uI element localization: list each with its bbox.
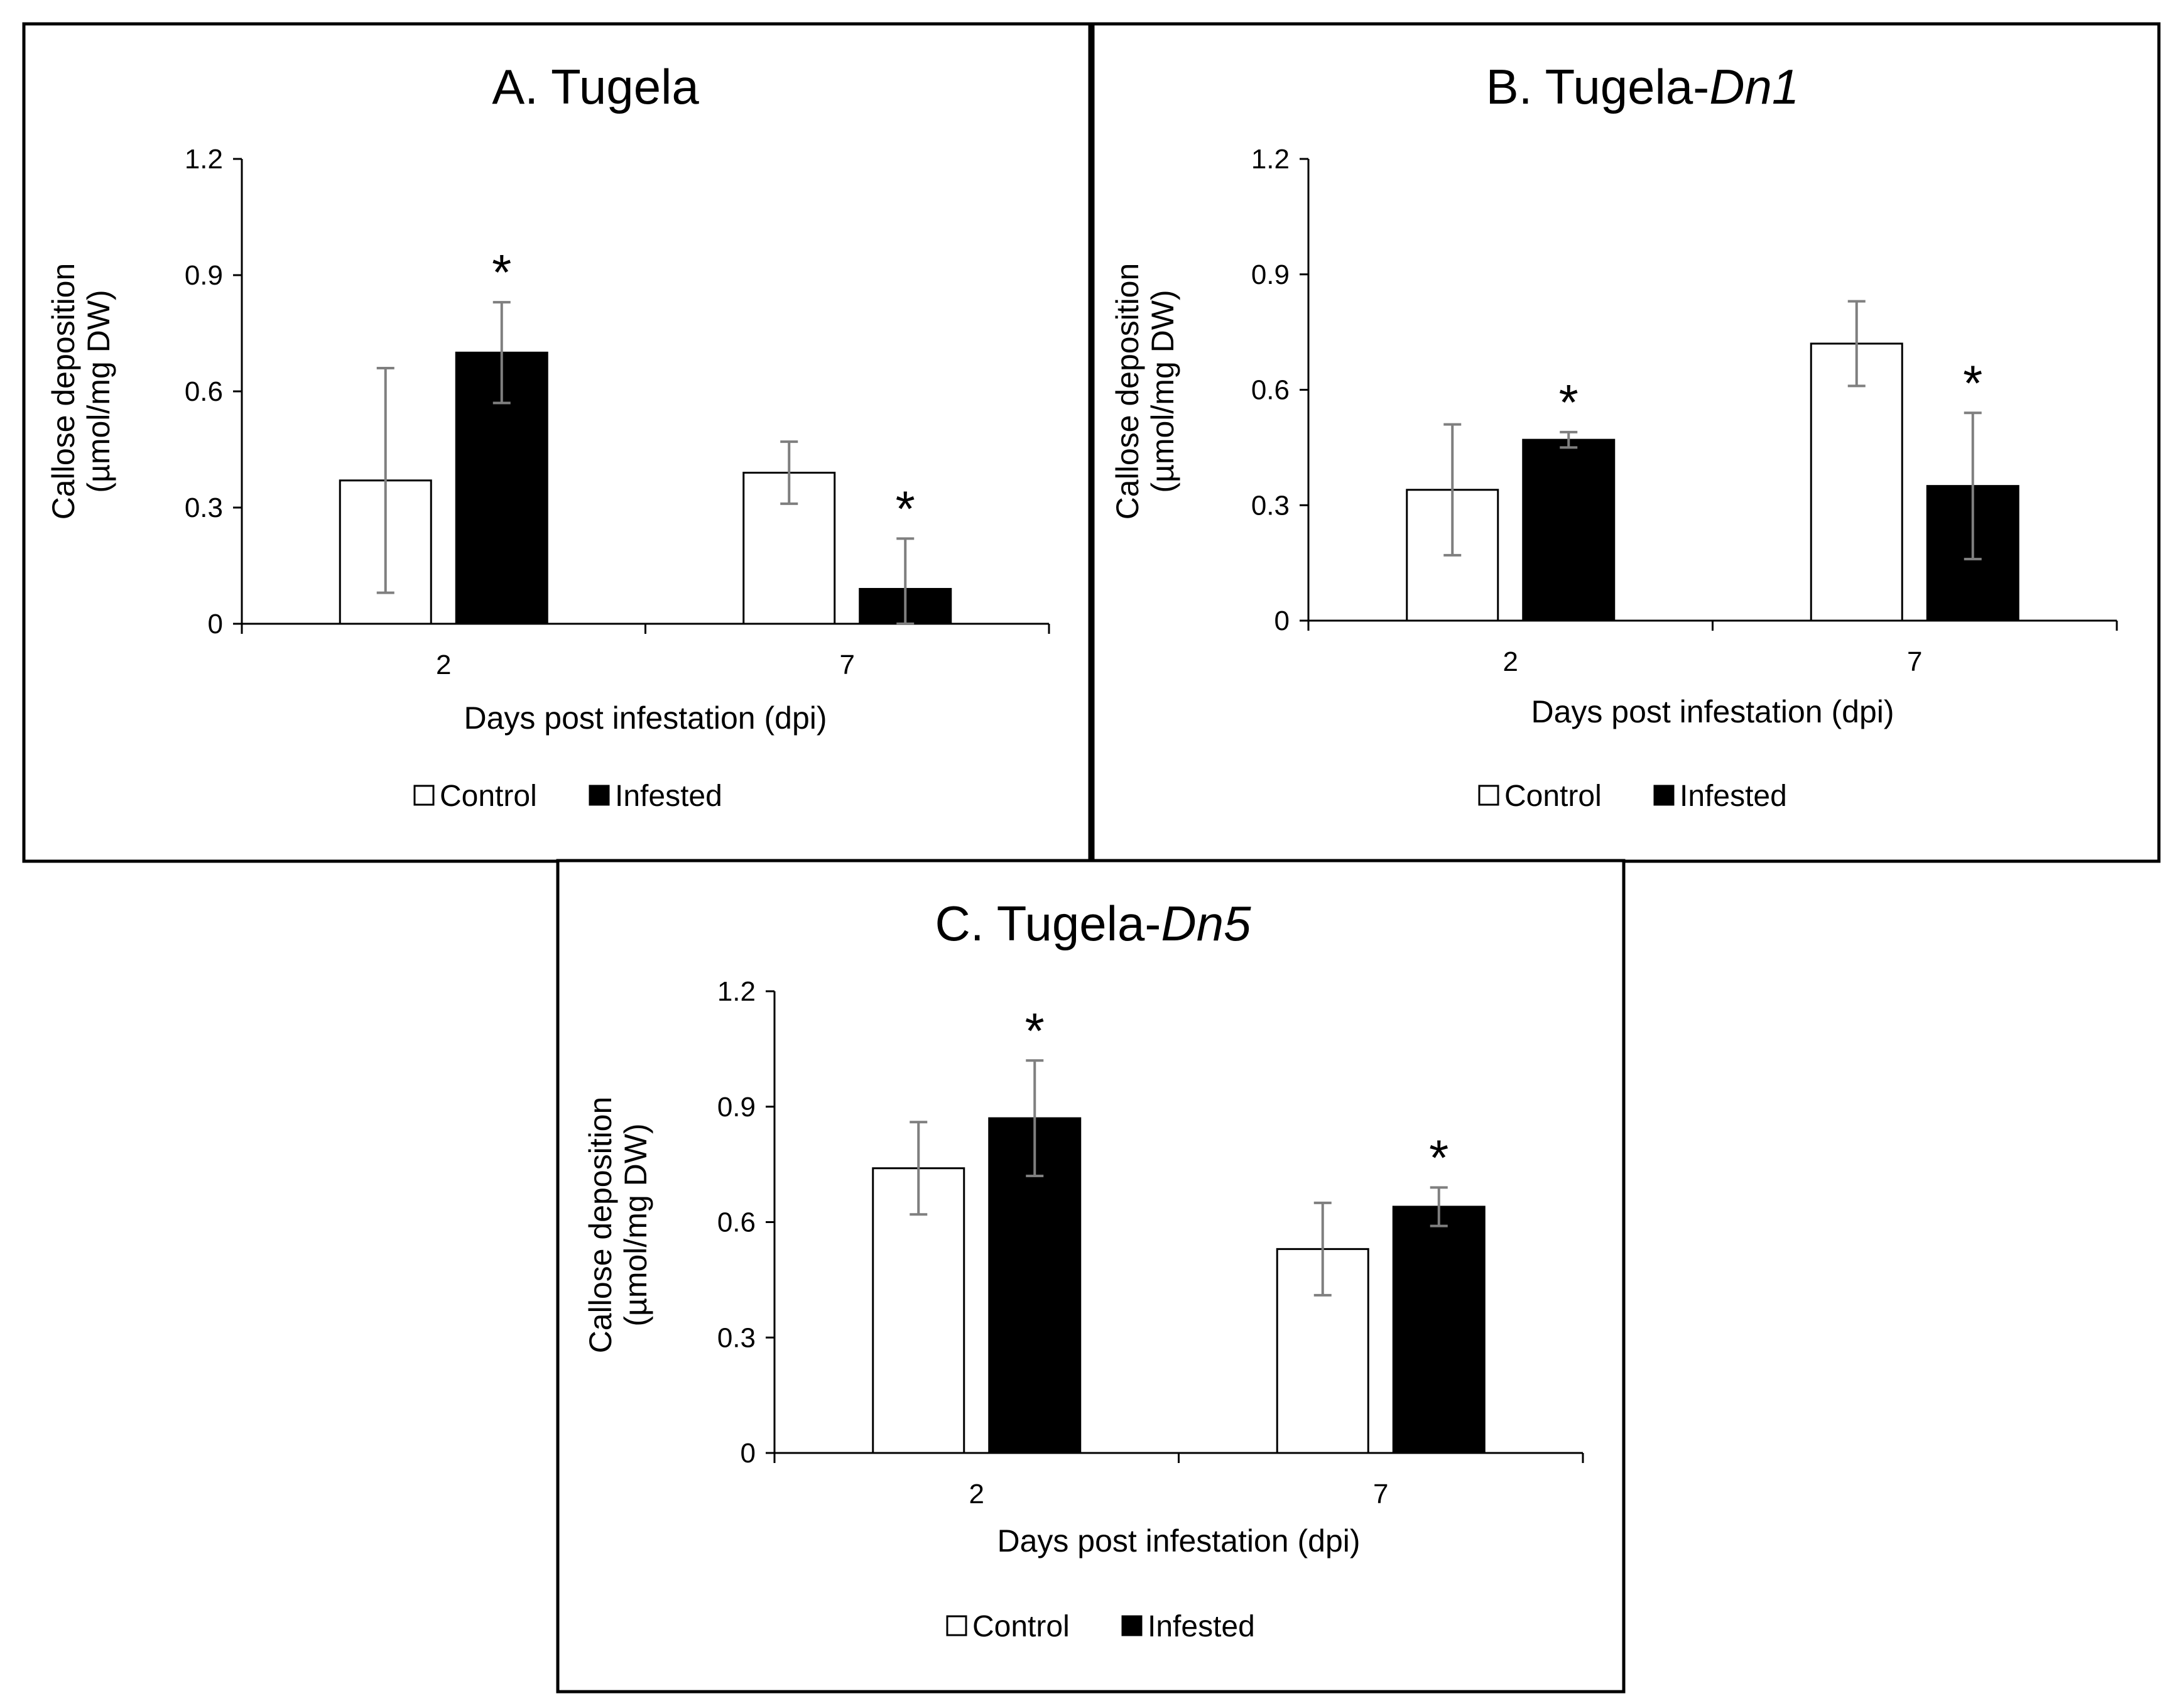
error-bar-control-7 xyxy=(1847,300,1866,388)
y-tick-label: 0.6 xyxy=(717,1207,756,1238)
y-tick-label: 0.9 xyxy=(717,1092,756,1123)
y-tick-label: 0.9 xyxy=(1251,259,1290,290)
y-tick-label: 0.3 xyxy=(1251,490,1290,521)
chart-title-italic: Dn5 xyxy=(1161,896,1251,951)
legend-label-control: Control xyxy=(1504,780,1602,813)
significance-marker: * xyxy=(492,244,511,300)
x-axis-title: Days post infestation (dpi) xyxy=(997,1523,1360,1558)
x-tick-label: 2 xyxy=(969,1479,984,1509)
error-bar-infested-7 xyxy=(1430,1186,1448,1227)
legend-swatch-infested xyxy=(589,785,610,806)
x-axis-title: Days post infestation (dpi) xyxy=(1531,694,1894,729)
error-bar-control-2 xyxy=(910,1121,928,1216)
y-tick-label: 0.6 xyxy=(1251,375,1290,406)
y-tick-label: 0 xyxy=(208,609,223,639)
error-bar-control-2 xyxy=(1443,423,1462,557)
y-axis-title-line1: Callose deposition xyxy=(1110,263,1145,520)
y-axis-title-line1: Callose deposition xyxy=(583,1097,618,1354)
chart-title: B. Tugela-Dn1 xyxy=(1486,59,1800,114)
y-tick-label: 1.2 xyxy=(185,144,223,175)
y-axis-title-line1: Callose deposition xyxy=(46,263,81,520)
chart-panel-B: B. Tugela-Dn1 0 0.3 0.6 0.9 1.2 2 * 7 * Days post … xyxy=(1091,22,2161,863)
chart-title: C. Tugela-Dn5 xyxy=(935,896,1252,951)
significance-marker: * xyxy=(896,481,915,536)
error-bar-control-7 xyxy=(1313,1201,1332,1297)
legend: Control Infested xyxy=(1478,780,1787,813)
chart-title-main: A. Tugela xyxy=(492,59,699,114)
y-tick-label: 1.2 xyxy=(1251,144,1290,175)
y-tick-label: 1.2 xyxy=(717,976,756,1007)
chart-title-main: C. Tugela- xyxy=(935,896,1161,951)
chart-panel-A: A. Tugela 0 0.3 0.6 0.9 1.2 2 * 7 * Days post infe… xyxy=(22,22,1092,863)
error-bar-infested-2 xyxy=(1560,430,1578,449)
y-tick-label: 0.6 xyxy=(185,376,223,407)
error-bar-infested-2 xyxy=(492,301,511,405)
legend-label-infested: Infested xyxy=(1148,1610,1255,1643)
panel-frame xyxy=(1091,22,2161,863)
x-tick-label: 7 xyxy=(1373,1479,1388,1509)
x-tick-label: 7 xyxy=(1907,646,1922,677)
significance-marker: * xyxy=(1559,374,1579,430)
chart-title-main: B. Tugela- xyxy=(1486,59,1710,114)
significance-marker: * xyxy=(1025,1003,1045,1058)
error-bar-infested-2 xyxy=(1026,1059,1044,1177)
y-axis-title-line2: (µmol/mg DW) xyxy=(81,290,116,492)
legend-swatch-control xyxy=(413,785,435,806)
error-bar-control-2 xyxy=(376,367,394,594)
x-tick-label: 7 xyxy=(840,650,855,680)
y-axis-title: Callose deposition(µmol/mg DW) xyxy=(583,1097,653,1354)
chart-title: A. Tugela xyxy=(492,59,699,114)
bar-control-7 xyxy=(742,472,836,625)
legend-label-infested: Infested xyxy=(615,780,722,813)
legend-swatch-infested xyxy=(1121,1615,1143,1636)
chart-title-italic: Dn1 xyxy=(1709,59,1799,114)
significance-marker: * xyxy=(1963,355,1982,411)
y-axis-title: Callose deposition(µmol/mg DW) xyxy=(46,263,116,520)
bar-control-2 xyxy=(872,1167,965,1454)
y-tick-label: 0 xyxy=(1274,606,1290,636)
y-tick-label: 0 xyxy=(741,1438,756,1469)
x-tick-label: 2 xyxy=(436,650,451,680)
bar-infested-2 xyxy=(1522,438,1616,622)
bar-infested-7 xyxy=(1392,1205,1486,1454)
y-axis-title-line2: (µmol/mg DW) xyxy=(1145,290,1180,492)
legend-swatch-infested xyxy=(1653,785,1675,806)
y-axis-title-line2: (µmol/mg DW) xyxy=(618,1123,653,1326)
legend: Control Infested xyxy=(946,1610,1255,1643)
legend-swatch-control xyxy=(946,1615,967,1636)
legend-label-infested: Infested xyxy=(1680,780,1787,813)
y-axis-title: Callose deposition(µmol/mg DW) xyxy=(1110,263,1180,520)
bar-control-7 xyxy=(1810,342,1903,622)
panel-frame xyxy=(22,22,1092,863)
error-bar-infested-7 xyxy=(1964,411,1982,560)
legend: Control Infested xyxy=(413,780,722,813)
y-tick-label: 0.9 xyxy=(185,260,223,291)
x-axis-title: Days post infestation (dpi) xyxy=(464,700,827,736)
legend-label-control: Control xyxy=(972,1610,1070,1643)
y-tick-label: 0.3 xyxy=(185,492,223,523)
significance-marker: * xyxy=(1429,1129,1448,1185)
error-bar-infested-7 xyxy=(896,537,915,625)
chart-panel-C: C. Tugela-Dn5 0 0.3 0.6 0.9 1.2 2 * 7 * Days post … xyxy=(556,859,1626,1694)
x-tick-label: 2 xyxy=(1503,646,1518,677)
y-tick-label: 0.3 xyxy=(717,1322,756,1353)
error-bar-control-7 xyxy=(780,440,798,505)
legend-swatch-control xyxy=(1478,785,1499,806)
legend-label-control: Control xyxy=(440,780,537,813)
